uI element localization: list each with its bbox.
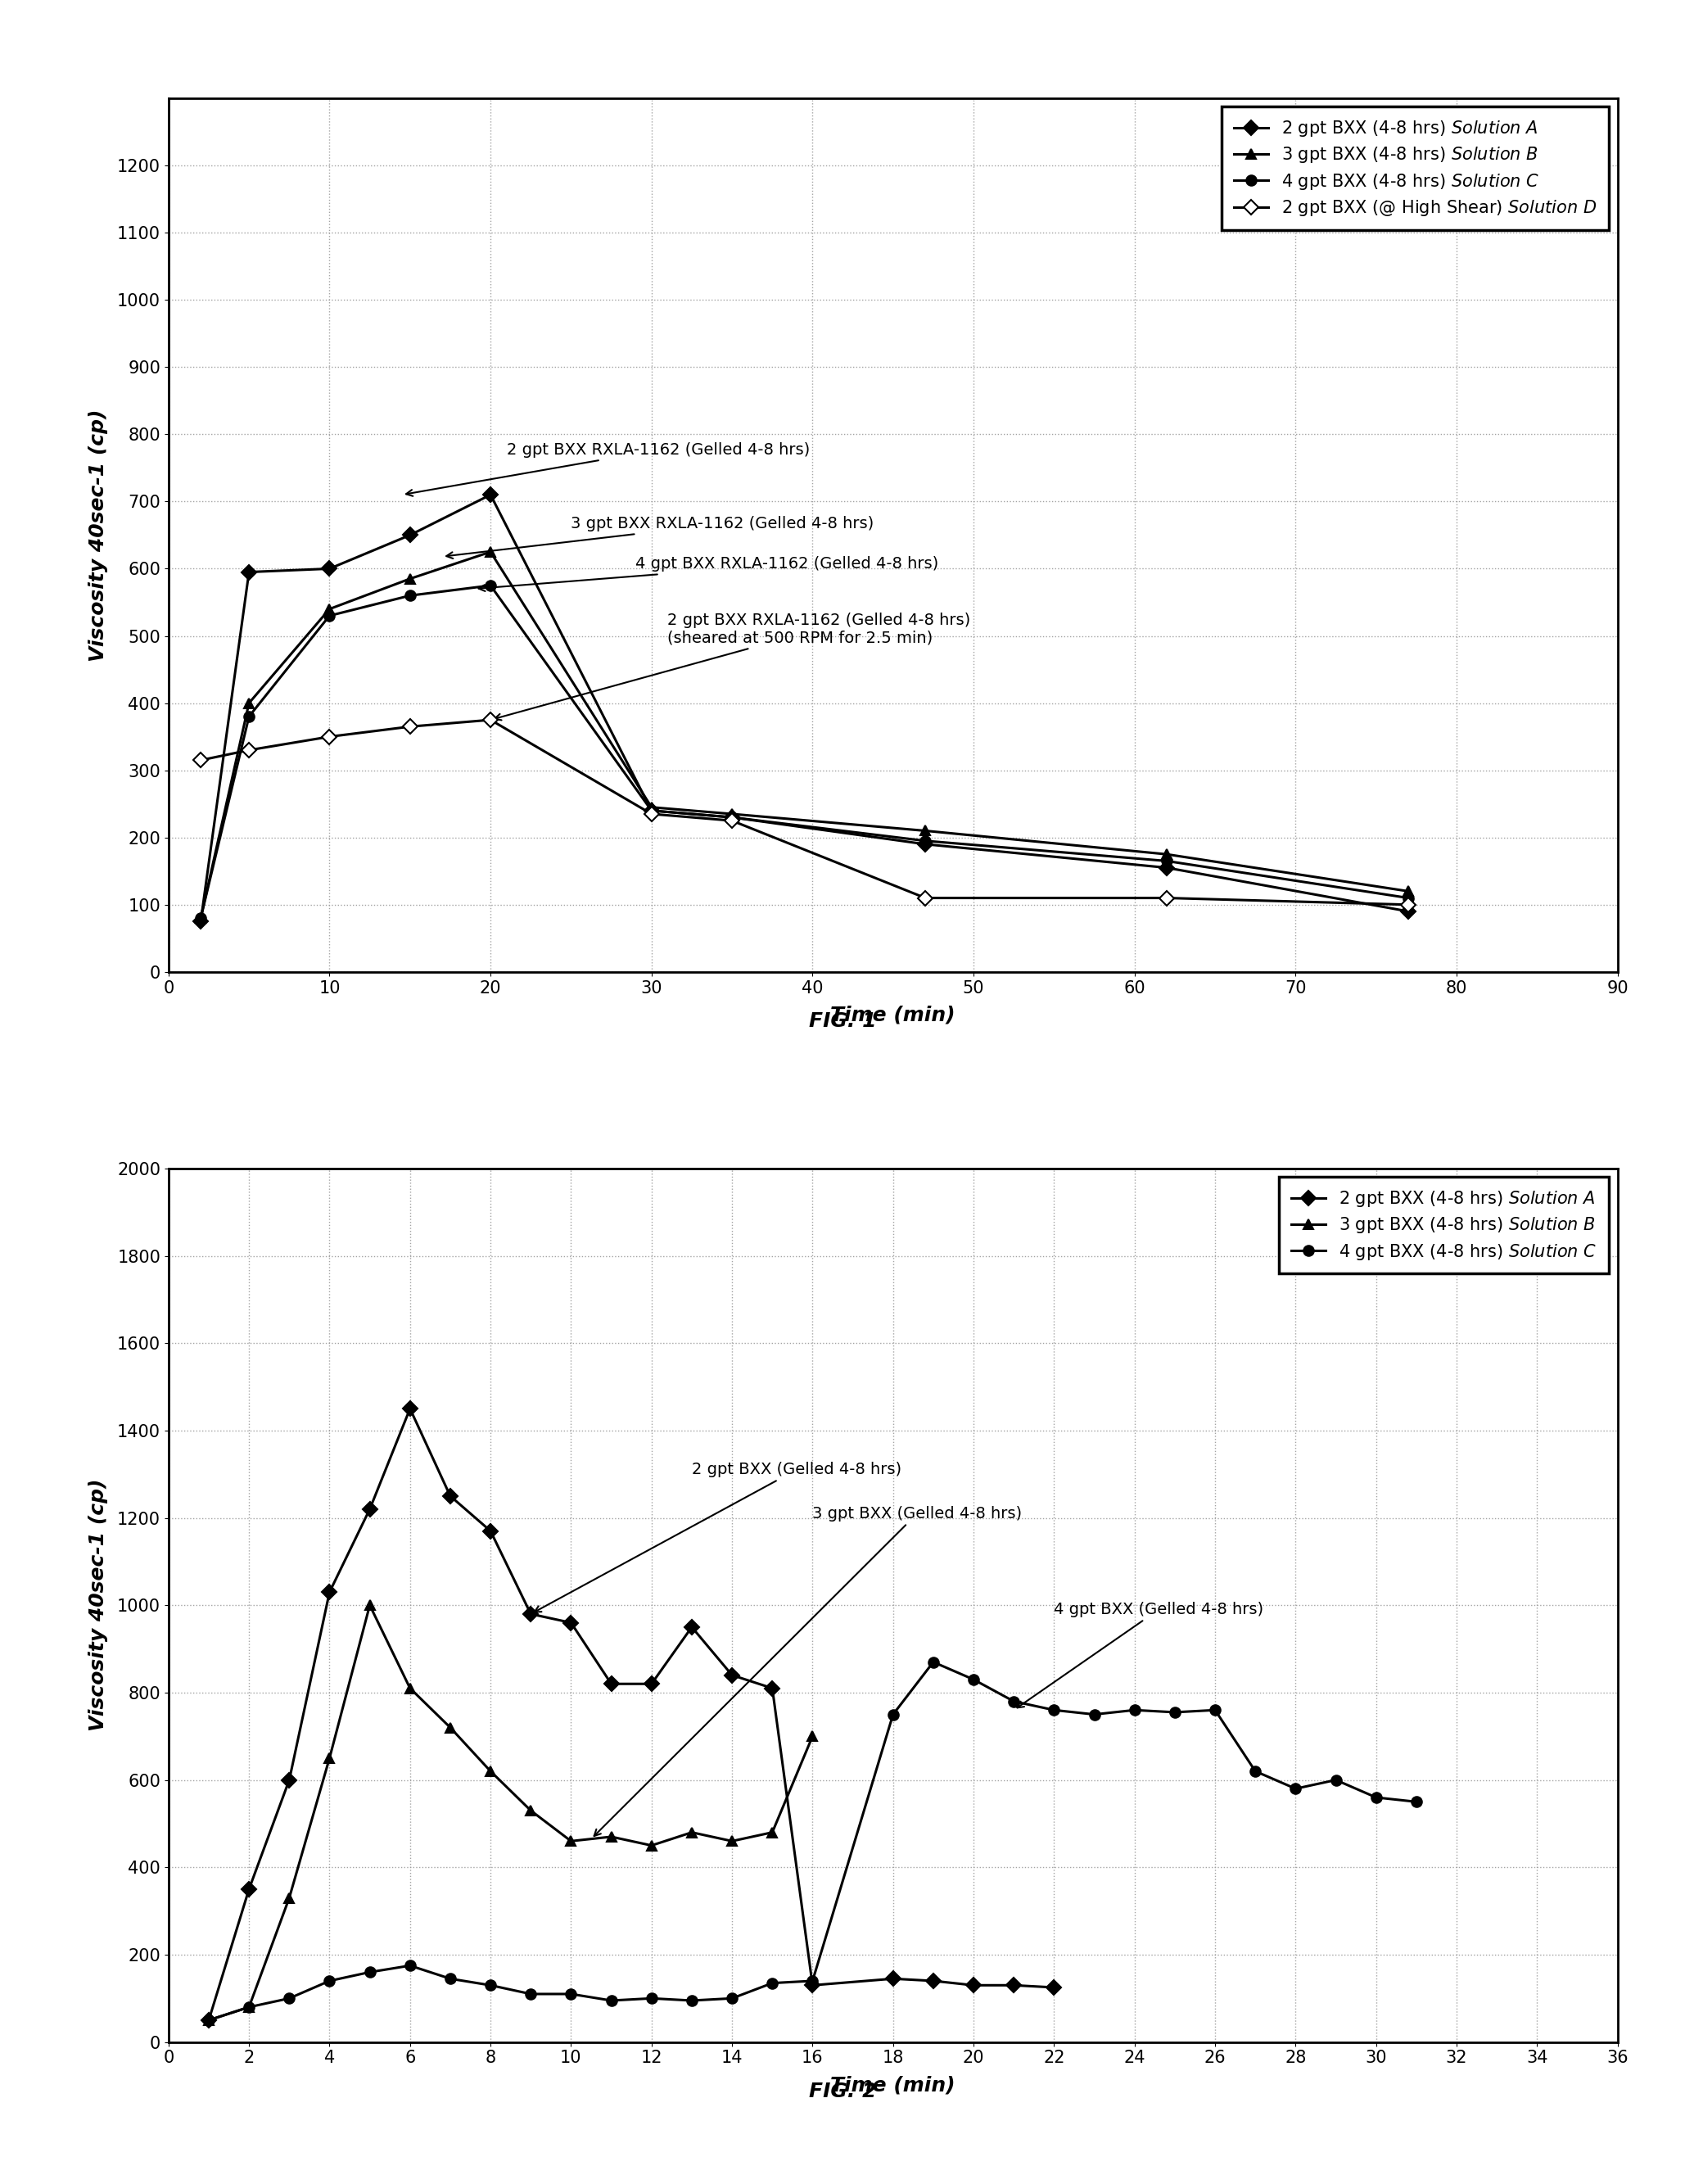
Y-axis label: Viscosity 40sec-1 (cp): Viscosity 40sec-1 (cp)	[88, 1479, 108, 1732]
X-axis label: Time (min): Time (min)	[831, 2075, 955, 2094]
Text: FIG. 2: FIG. 2	[809, 2081, 876, 2101]
Text: 2 gpt BXX RXLA-1162 (Gelled 4-8 hrs)
(sheared at 500 RPM for 2.5 min): 2 gpt BXX RXLA-1162 (Gelled 4-8 hrs) (sh…	[495, 612, 971, 721]
Text: 2 gpt BXX (Gelled 4-8 hrs): 2 gpt BXX (Gelled 4-8 hrs)	[534, 1461, 901, 1612]
Text: 4 gpt BXX (Gelled 4-8 hrs): 4 gpt BXX (Gelled 4-8 hrs)	[1018, 1601, 1264, 1708]
Text: FIG. 1: FIG. 1	[809, 1011, 876, 1031]
X-axis label: Time (min): Time (min)	[831, 1005, 955, 1024]
Legend: 2 gpt BXX (4-8 hrs) $\mathbf{\mathit{Solution\ A}}$, 3 gpt BXX (4-8 hrs) $\mathb: 2 gpt BXX (4-8 hrs) $\mathbf{\mathit{Sol…	[1279, 1177, 1609, 1273]
Text: 3 gpt BXX RXLA-1162 (Gelled 4-8 hrs): 3 gpt BXX RXLA-1162 (Gelled 4-8 hrs)	[447, 515, 875, 559]
Legend: 2 gpt BXX (4-8 hrs) $\mathbf{\mathit{Solution\ A}}$, 3 gpt BXX (4-8 hrs) $\mathb: 2 gpt BXX (4-8 hrs) $\mathbf{\mathit{Sol…	[1222, 107, 1609, 229]
Text: 2 gpt BXX RXLA-1162 (Gelled 4-8 hrs): 2 gpt BXX RXLA-1162 (Gelled 4-8 hrs)	[406, 441, 810, 496]
Text: 3 gpt BXX (Gelled 4-8 hrs): 3 gpt BXX (Gelled 4-8 hrs)	[595, 1505, 1023, 1837]
Y-axis label: Viscosity 40sec-1 (cp): Viscosity 40sec-1 (cp)	[88, 408, 108, 662]
Text: 4 gpt BXX RXLA-1162 (Gelled 4-8 hrs): 4 gpt BXX RXLA-1162 (Gelled 4-8 hrs)	[479, 557, 939, 592]
